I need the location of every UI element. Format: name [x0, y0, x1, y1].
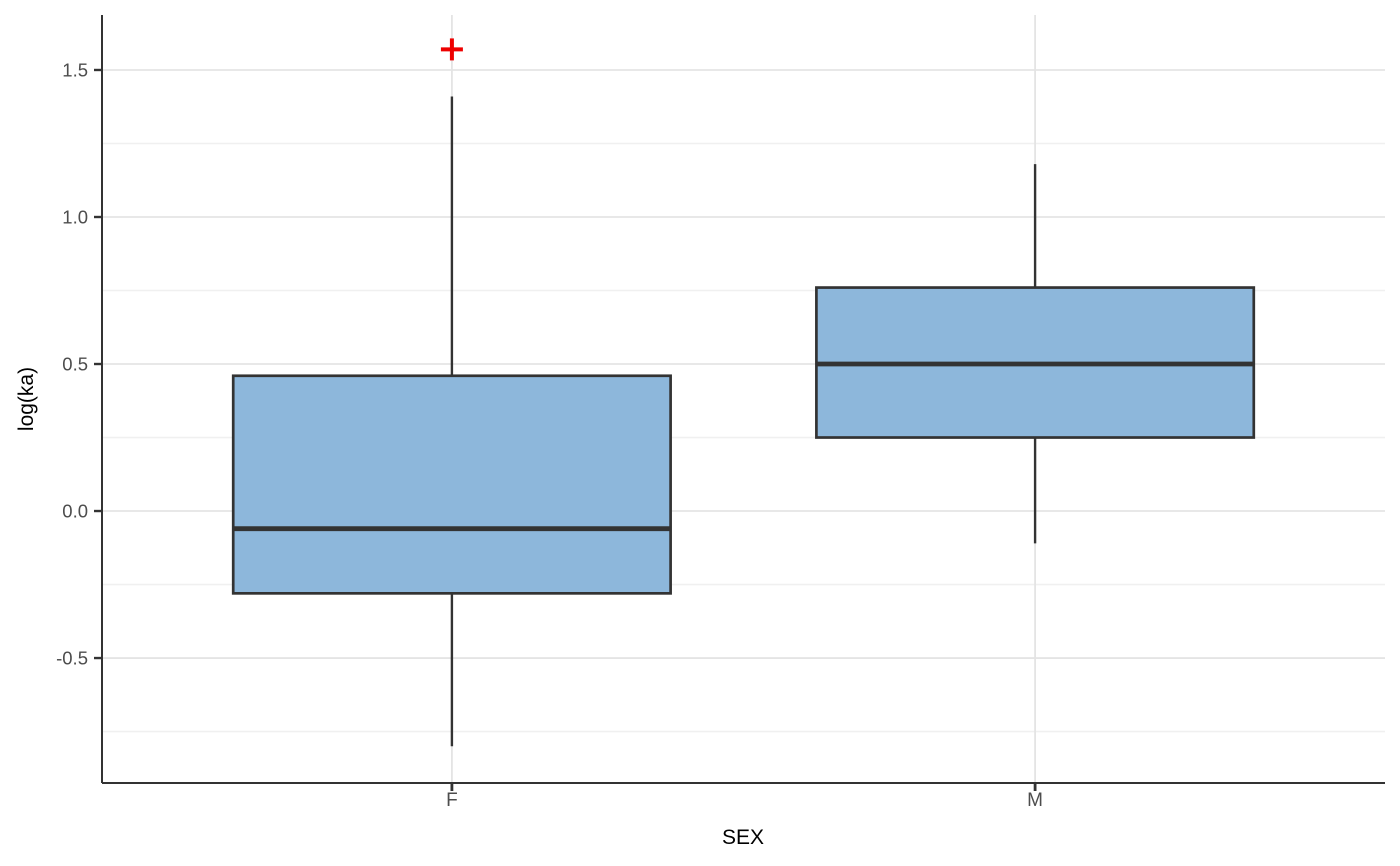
- y-tick-label: 1.5: [62, 59, 88, 80]
- box-F: [231, 374, 672, 595]
- y-axis-title: log(ka): [15, 366, 38, 432]
- x-tick-label: M: [1027, 790, 1043, 811]
- x-tick-label: F: [446, 790, 458, 811]
- y-tick-label: 0.5: [62, 353, 88, 374]
- y-tick-label: 0.0: [62, 500, 88, 521]
- y-tick-label: 1.0: [62, 206, 88, 227]
- x-axis-title: SEX: [721, 826, 765, 849]
- y-tick-label: -0.5: [56, 647, 88, 668]
